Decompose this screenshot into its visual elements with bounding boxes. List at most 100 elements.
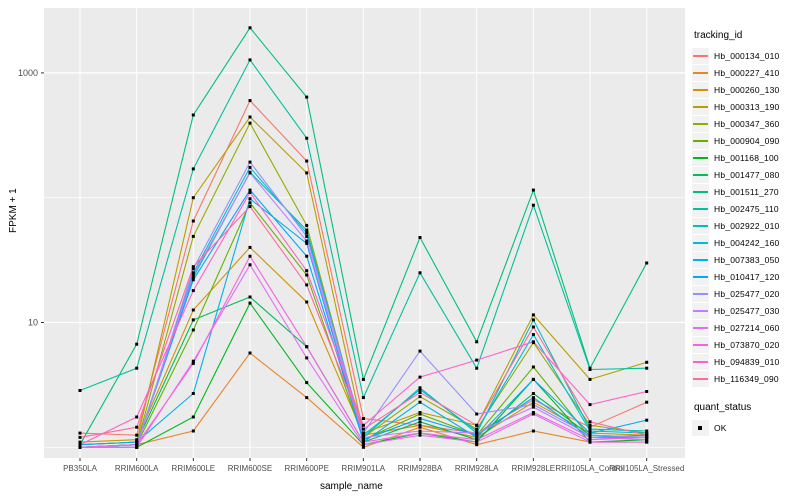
data-point [248, 295, 252, 299]
data-point [191, 392, 195, 395]
data-point [191, 219, 195, 223]
data-point [475, 429, 479, 433]
data-point [475, 435, 479, 439]
data-point [418, 431, 422, 435]
legend-key-line-icon [692, 81, 709, 98]
data-point [191, 113, 195, 117]
legend-item-label: Hb_007383_050 [714, 254, 780, 265]
legend-title-tracking-id: tracking_id [694, 30, 743, 41]
data-point [475, 443, 479, 447]
data-point [361, 396, 365, 400]
legend-item-Hb_073870_020: Hb_073870_020 [692, 336, 798, 353]
legend-item-label: Hb_001477_080 [714, 169, 780, 180]
data-point [78, 389, 82, 392]
data-point [361, 438, 365, 442]
data-point [645, 418, 649, 422]
data-point [78, 440, 82, 444]
legend-item-Hb_002922_010: Hb_002922_010 [692, 217, 798, 234]
data-point [418, 429, 422, 433]
data-point [248, 188, 252, 192]
data-point [588, 433, 592, 437]
data-point [588, 435, 592, 439]
legend-key-line-icon [692, 149, 709, 166]
data-point [531, 398, 535, 402]
legend-item-label: Hb_001168_100 [714, 152, 779, 163]
data-point [248, 160, 252, 164]
data-point [248, 205, 252, 208]
data-point [248, 115, 252, 119]
legend-item-label: Hb_000313_190 [714, 101, 780, 112]
data-point [418, 395, 422, 399]
legend-key-line-icon [692, 166, 709, 183]
data-point [305, 234, 309, 238]
x-tick-label: RRIM600PE [284, 464, 328, 473]
data-point [191, 167, 195, 171]
legend-item-Hb_025477_020: Hb_025477_020 [692, 285, 798, 302]
data-point [588, 420, 592, 424]
x-tick-label: RRII105LA_Control [555, 464, 625, 473]
data-point [531, 333, 535, 337]
data-point [645, 429, 649, 433]
data-point [248, 58, 252, 62]
data-point [191, 275, 195, 279]
data-point [588, 431, 592, 435]
data-point [645, 261, 649, 265]
data-point [531, 403, 535, 407]
data-point [645, 366, 649, 370]
data-point [305, 269, 309, 273]
data-point [418, 391, 422, 394]
legend-item-Hb_000260_130: Hb_000260_130 [692, 81, 798, 98]
data-point [418, 417, 422, 420]
data-point [645, 360, 649, 364]
data-point [418, 412, 422, 416]
data-point [248, 165, 252, 169]
data-point [305, 273, 309, 277]
data-point [645, 438, 649, 442]
legend-item-Hb_001511_270: Hb_001511_270 [692, 183, 798, 200]
data-point [361, 417, 365, 420]
data-point [305, 95, 309, 99]
data-point [361, 431, 365, 435]
data-point [418, 375, 422, 379]
legend-item-label: Hb_002475_110 [714, 203, 779, 214]
data-point [135, 366, 139, 370]
legend-item-Hb_027214_060: Hb_027214_060 [692, 319, 798, 336]
data-point [305, 300, 309, 304]
legend-item-label: Hb_000227_410 [714, 67, 780, 78]
data-point [475, 423, 479, 427]
data-point [588, 425, 592, 429]
data-point [191, 265, 195, 269]
data-point [361, 427, 365, 431]
legend-key-line-icon [692, 98, 709, 115]
legend-item-label: Hb_027214_060 [714, 322, 780, 333]
legend-key-line-icon [692, 336, 709, 353]
data-point [531, 411, 535, 414]
data-point [135, 443, 139, 447]
data-point [248, 245, 252, 249]
data-point [135, 342, 139, 346]
data-point [78, 443, 82, 447]
legend-item-Hb_001168_100: Hb_001168_100 [692, 149, 798, 166]
legend-key-line-icon [692, 183, 709, 200]
data-point [248, 191, 252, 194]
data-point [305, 223, 309, 227]
data-point [191, 429, 195, 433]
legend-key-line-icon [692, 115, 709, 132]
data-point [475, 358, 479, 362]
data-point [361, 423, 365, 427]
data-point [475, 366, 479, 370]
data-point [191, 267, 195, 271]
data-point [361, 377, 365, 381]
legend-key-line-icon [692, 268, 709, 285]
data-point [191, 328, 195, 332]
data-point [248, 263, 252, 267]
legend-item-label: Hb_000134_010 [714, 50, 780, 61]
data-point [588, 427, 592, 431]
x-tick-label: RRII105LA_Stressed [609, 464, 684, 473]
legend-item-Hb_116349_090: Hb_116349_090 [692, 370, 798, 387]
data-point [191, 196, 195, 200]
data-point [191, 273, 195, 277]
legend-key-line-icon [692, 217, 709, 234]
data-point [475, 427, 479, 431]
